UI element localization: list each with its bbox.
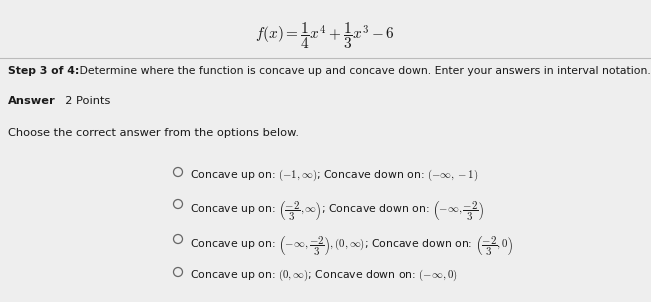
Text: Step 3 of 4:: Step 3 of 4: [8, 66, 79, 76]
Text: Choose the correct answer from the options below.: Choose the correct answer from the optio… [8, 128, 299, 138]
Text: Concave up on: $(0, \infty)$; Concave down on: $(-\infty, 0)$: Concave up on: $(0, \infty)$; Concave do… [190, 268, 458, 283]
Text: 2 Points: 2 Points [58, 96, 111, 106]
Text: $f(x) = \dfrac{1}{4}x^4 + \dfrac{1}{3}x^3 - 6$: $f(x) = \dfrac{1}{4}x^4 + \dfrac{1}{3}x^… [255, 20, 395, 51]
Text: Concave up on: $(-1, \infty)$; Concave down on: $(-\infty, -1)$: Concave up on: $(-1, \infty)$; Concave d… [190, 168, 478, 183]
Text: Concave up on: $\left(-\infty, \dfrac{-2}{3}\right), (0, \infty)$; Concave down : Concave up on: $\left(-\infty, \dfrac{-2… [190, 235, 513, 259]
Text: Answer: Answer [8, 96, 56, 106]
Text: Determine where the function is concave up and concave down. Enter your answers : Determine where the function is concave … [76, 66, 651, 76]
Text: Concave up on: $\left(\dfrac{-2}{3}, \infty\right)$; Concave down on: $\left(-\i: Concave up on: $\left(\dfrac{-2}{3}, \in… [190, 200, 484, 223]
